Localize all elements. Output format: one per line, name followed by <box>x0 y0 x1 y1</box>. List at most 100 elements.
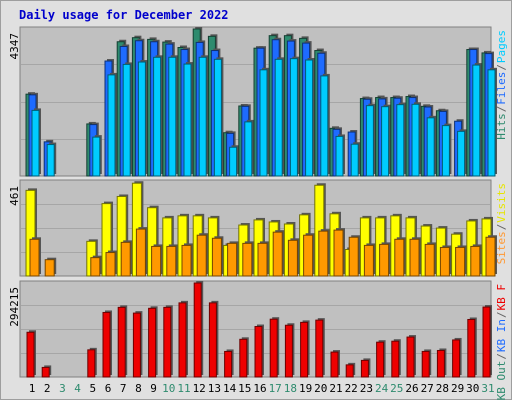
legend-visits-2: Sites <box>495 231 508 264</box>
x-tick-label-15: 15 <box>238 382 251 395</box>
x-tick-label-28: 28 <box>436 382 449 395</box>
x-tick-label-19: 19 <box>299 382 312 395</box>
bar-visits-sites-8 <box>135 228 146 277</box>
x-tick-label-13: 13 <box>208 382 221 395</box>
bar-kbytes-kb-f-26 <box>406 336 415 378</box>
x-tick-label-16: 16 <box>253 382 266 395</box>
bar-visits-sites-29 <box>455 246 466 277</box>
legend-hits-0: Pages <box>495 30 508 63</box>
bar-hits-pages-11 <box>183 63 192 177</box>
bar-hits-pages-14 <box>229 146 238 177</box>
x-tick-label-6: 6 <box>105 382 112 395</box>
bar-kbytes-kb-f-13 <box>208 302 217 378</box>
bar-hits-pages-2 <box>46 144 55 177</box>
legend-kbytes-2: KB In <box>495 319 508 352</box>
x-tick-label-18: 18 <box>284 382 297 395</box>
y-max-label-hits: 4347 <box>8 33 21 60</box>
bar-kbytes-kb-f-17 <box>269 318 278 378</box>
x-tick-label-25: 25 <box>390 382 403 395</box>
legend-hits-3: / <box>495 106 508 113</box>
legend-kbytes-1: / <box>495 311 508 318</box>
bar-kbytes-kb-f-11 <box>178 302 187 378</box>
bar-hits-pages-30 <box>472 64 481 177</box>
y-max-label-visits: 461 <box>8 186 21 206</box>
x-tick-label-20: 20 <box>314 382 327 395</box>
bar-hits-pages-19 <box>305 59 314 177</box>
bar-visits-sites-11 <box>181 244 192 277</box>
bar-hits-pages-5 <box>92 136 101 177</box>
legend-visits-0: Visits <box>495 183 508 223</box>
bar-kbytes-kb-f-27 <box>421 350 430 378</box>
bar-visits-sites-9 <box>151 245 162 277</box>
x-tick-label-26: 26 <box>405 382 418 395</box>
bar-hits-pages-6 <box>107 74 116 177</box>
bar-hits-pages-15 <box>244 121 253 177</box>
bar-hits-pages-12 <box>198 56 207 177</box>
bar-kbytes-kb-f-28 <box>436 349 445 378</box>
bar-visits-sites-31 <box>485 236 496 277</box>
x-tick-label-21: 21 <box>329 382 342 395</box>
bar-hits-pages-29 <box>457 130 466 177</box>
bar-hits-pages-31 <box>487 69 496 177</box>
bar-kbytes-kb-f-6 <box>102 311 111 378</box>
legend-visits-1: / <box>495 224 508 231</box>
bar-kbytes-kb-f-8 <box>132 312 141 378</box>
bar-hits-pages-1 <box>31 109 40 177</box>
bar-hits-pages-26 <box>411 103 420 177</box>
bar-hits-pages-25 <box>396 104 405 177</box>
legend-kbytes-0: KB F <box>495 284 508 311</box>
bar-visits-sites-16 <box>257 242 268 277</box>
bar-hits-pages-13 <box>213 58 222 177</box>
bar-visits-sites-28 <box>439 246 450 277</box>
bar-kbytes-kb-f-9 <box>148 307 157 378</box>
bar-kbytes-kb-f-22 <box>345 364 354 378</box>
bar-hits-pages-9 <box>153 56 162 177</box>
bar-kbytes-kb-f-7 <box>117 306 126 378</box>
x-tick-label-29: 29 <box>451 382 464 395</box>
bar-hits-pages-21 <box>335 135 344 177</box>
y-max-label-kbytes: 294215 <box>8 287 21 327</box>
bar-kbytes-kb-f-5 <box>87 349 96 378</box>
bar-kbytes-kb-f-18 <box>284 324 293 378</box>
x-tick-label-4: 4 <box>74 382 81 395</box>
bar-visits-sites-17 <box>272 231 283 277</box>
bar-hits-pages-17 <box>274 58 283 177</box>
bar-visits-sites-25 <box>394 238 405 277</box>
bar-hits-pages-18 <box>289 58 298 177</box>
x-tick-label-24: 24 <box>375 382 389 395</box>
bar-visits-sites-14 <box>227 242 238 277</box>
bar-visits-sites-5 <box>90 257 101 277</box>
chart-title: Daily usage for December 2022 <box>19 8 229 22</box>
bar-kbytes-kb-f-12 <box>193 282 202 378</box>
x-tick-label-8: 8 <box>135 382 142 395</box>
x-tick-label-17: 17 <box>269 382 282 395</box>
x-tick-label-14: 14 <box>223 382 237 395</box>
bar-kbytes-kb-f-21 <box>330 351 339 378</box>
bar-kbytes-kb-f-25 <box>391 340 400 378</box>
x-tick-label-5: 5 <box>89 382 96 395</box>
bar-kbytes-kb-f-23 <box>360 359 369 378</box>
bar-visits-sites-2 <box>44 259 55 277</box>
bar-kbytes-kb-f-24 <box>376 341 385 378</box>
bar-hits-pages-20 <box>320 75 329 177</box>
bar-kbytes-kb-f-1 <box>26 331 35 378</box>
bar-visits-sites-1 <box>29 238 40 277</box>
x-tick-label-11: 11 <box>177 382 190 395</box>
bar-visits-sites-6 <box>105 252 116 277</box>
legend-hits-1: / <box>495 64 508 71</box>
bar-visits-sites-21 <box>333 229 344 277</box>
bar-visits-sites-30 <box>470 245 481 277</box>
bar-kbytes-kb-f-14 <box>224 350 233 378</box>
bar-hits-pages-23 <box>365 105 374 177</box>
legend-kbytes-3: / <box>495 353 508 360</box>
bar-visits-sites-27 <box>424 243 435 277</box>
x-tick-label-23: 23 <box>360 382 373 395</box>
bar-visits-sites-13 <box>211 237 222 277</box>
bar-visits-sites-24 <box>379 243 390 277</box>
bar-visits-sites-12 <box>196 234 207 277</box>
bar-visits-sites-15 <box>242 242 253 277</box>
x-tick-label-30: 30 <box>466 382 479 395</box>
x-tick-label-1: 1 <box>29 382 36 395</box>
